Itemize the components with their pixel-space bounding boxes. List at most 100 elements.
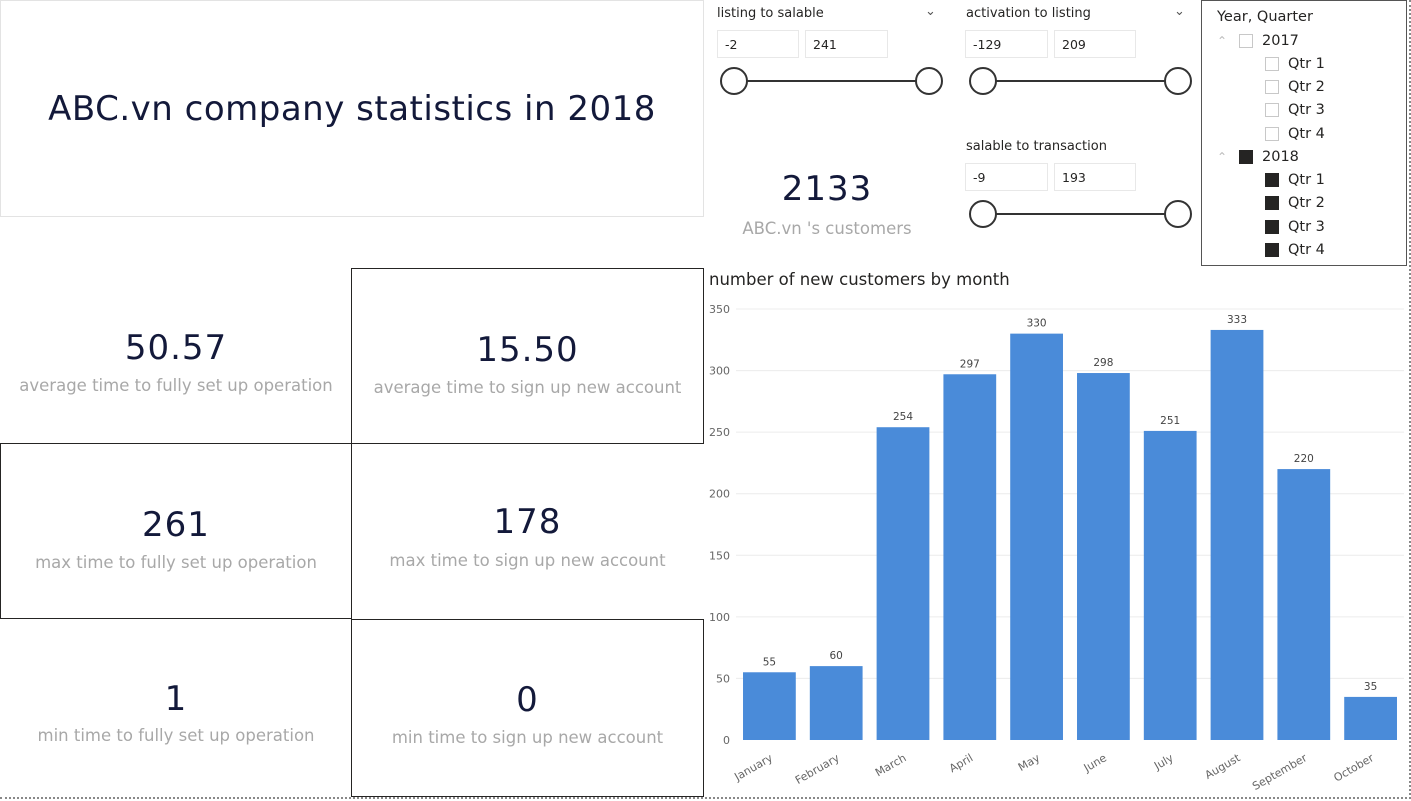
kpi-max-setup: 261 max time to fully set up operation [0,443,352,619]
checkbox[interactable] [1265,80,1279,94]
customers-card: 2133 ABC.vn 's customers [712,165,942,245]
kpi-min-signup: 0 min time to sign up new account [351,619,704,797]
y-tick-label: 200 [709,488,730,501]
bar [1143,430,1197,740]
slider-title: activation to listing [966,6,1091,21]
tree-item-2017-qtr3[interactable]: Qtr 3 [1265,102,1325,118]
slider-track[interactable] [983,80,1177,82]
slicer-title: Year, Quarter [1217,9,1313,25]
y-tick-label: 100 [709,611,730,624]
slider-title: salable to transaction [966,139,1107,154]
min-input[interactable]: -129 [965,30,1048,58]
data-label: 254 [893,411,913,423]
slider-track[interactable] [735,80,929,82]
data-label: 60 [830,650,843,662]
bar [1277,469,1331,740]
slider-track[interactable] [983,213,1177,215]
slider-activation-to-listing: activation to listing ⌄ -129 209 [960,0,1200,105]
slider-min-handle[interactable] [969,67,997,95]
x-tick-label: October [1331,751,1376,785]
title-card: ABC.vn company statistics in 2018 [0,0,704,217]
tree-item-2017[interactable]: ⌃ 2017 [1217,33,1299,49]
data-label: 251 [1160,415,1180,427]
caret-up-icon[interactable]: ⌃ [1217,34,1228,48]
bar [876,427,930,740]
kpi-label: average time to fully set up operation [19,376,333,395]
data-label: 333 [1227,314,1247,326]
x-tick-label: July [1151,751,1176,773]
checkbox[interactable] [1265,196,1279,210]
data-label: 297 [960,358,980,370]
checkbox[interactable] [1265,127,1279,141]
x-tick-label: June [1081,751,1109,775]
kpi-min-setup: 1 min time to fully set up operation [0,618,352,796]
slider-max-handle[interactable] [1164,200,1192,228]
kpi-value: 261 [142,505,210,545]
data-label: 55 [763,656,776,668]
y-tick-label: 150 [709,549,730,562]
slider-min-handle[interactable] [720,67,748,95]
min-input[interactable]: -9 [965,163,1048,191]
data-label: 330 [1027,318,1047,330]
bar [1210,329,1264,740]
checkbox[interactable] [1239,34,1253,48]
tree-item-2018-qtr2[interactable]: Qtr 2 [1265,195,1325,211]
checkbox[interactable] [1239,150,1253,164]
y-tick-label: 350 [709,303,730,316]
kpi-value: 50.57 [124,328,228,368]
tree-item-label: 2018 [1262,149,1299,165]
kpi-label: min time to fully set up operation [37,726,315,745]
max-input[interactable]: 209 [1054,30,1136,58]
bar [1010,333,1063,740]
tree-item-2018-qtr1[interactable]: Qtr 1 [1265,172,1325,188]
chart-title: number of new customers by month [709,270,1010,289]
bar [1344,696,1397,740]
year-quarter-slicer: Year, Quarter ⌃ 2017 Qtr 1 Qtr 2 Qtr 3 Q… [1201,0,1407,266]
tree-item-2018-qtr3[interactable]: Qtr 3 [1265,219,1325,235]
max-input[interactable]: 193 [1054,163,1136,191]
bar [809,666,863,740]
x-tick-label: February [793,751,842,787]
kpi-value: 1 [164,679,188,719]
x-tick-label: April [947,751,975,775]
bar [943,374,997,740]
x-tick-label: March [873,751,909,779]
kpi-value: 15.50 [476,330,579,370]
y-tick-label: 50 [716,672,730,685]
checkbox[interactable] [1265,173,1279,187]
y-tick-label: 0 [723,734,730,747]
tree-item-2018-qtr4[interactable]: Qtr 4 [1265,242,1325,258]
data-label: 35 [1364,681,1377,693]
slider-min-handle[interactable] [969,200,997,228]
kpi-label: max time to fully set up operation [35,553,317,572]
min-input[interactable]: -2 [717,30,799,58]
checkbox[interactable] [1265,220,1279,234]
x-tick-label: January [731,751,775,784]
tree-item-2017-qtr4[interactable]: Qtr 4 [1265,126,1325,142]
slider-title: listing to salable [717,6,824,21]
checkbox[interactable] [1265,243,1279,257]
kpi-avg-setup: 50.57 average time to fully set up opera… [0,268,352,444]
x-tick-label: September [1250,751,1310,793]
page-title: ABC.vn company statistics in 2018 [48,89,656,129]
tree-item-label: 2017 [1262,33,1299,49]
caret-up-icon[interactable]: ⌃ [1217,150,1228,164]
tree-item-label: Qtr 3 [1288,219,1325,235]
customers-label: ABC.vn 's customers [742,219,912,238]
kpi-avg-signup: 15.50 average time to sign up new accoun… [351,268,704,444]
tree-item-2017-qtr2[interactable]: Qtr 2 [1265,79,1325,95]
y-tick-label: 250 [709,426,730,439]
slider-salable-to-transaction: salable to transaction -9 193 [960,133,1200,238]
checkbox[interactable] [1265,57,1279,71]
chevron-down-icon[interactable]: ⌄ [925,4,936,19]
tree-item-2018[interactable]: ⌃ 2018 [1217,149,1299,165]
max-input[interactable]: 241 [805,30,888,58]
new-customers-bar-chart: 0 50 100 150 200 250 300 350 55 January 60 February… [704,292,1411,797]
slider-max-handle[interactable] [1164,67,1192,95]
slider-max-handle[interactable] [915,67,943,95]
checkbox[interactable] [1265,103,1279,117]
tree-item-2017-qtr1[interactable]: Qtr 1 [1265,56,1325,72]
chevron-down-icon[interactable]: ⌄ [1174,4,1185,19]
tree-item-label: Qtr 3 [1288,102,1325,118]
x-tick-label: August [1203,751,1243,782]
